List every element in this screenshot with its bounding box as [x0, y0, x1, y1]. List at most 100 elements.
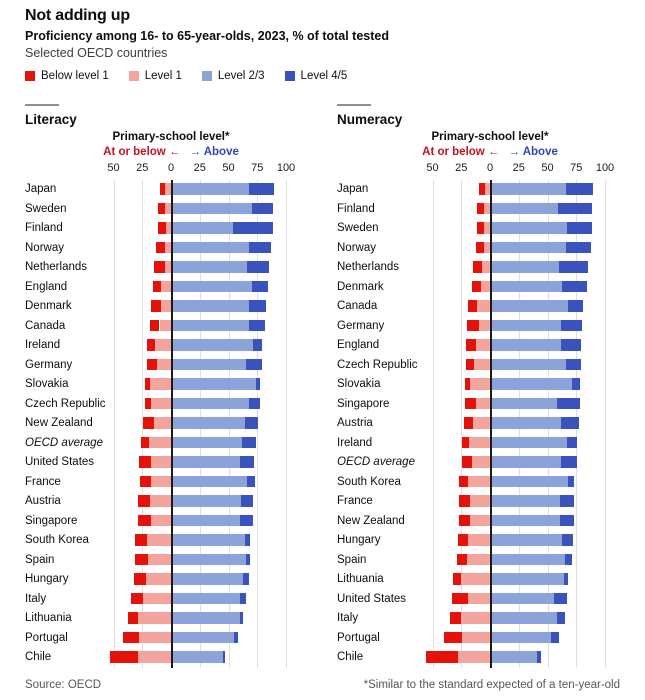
country-label: Hungary [337, 534, 381, 546]
bar-segment-below-level-1 [137, 514, 152, 526]
bar-segment-level-1 [157, 358, 171, 370]
bar-segment-level-4-5 [241, 495, 253, 507]
bar-segment-level-2-3 [171, 222, 234, 234]
bar-segment-level-4-5 [222, 651, 226, 663]
bar-segment-level-2-3 [490, 573, 564, 585]
bar-segment-level-2-3 [490, 631, 551, 643]
bar-row: Finland [25, 219, 290, 238]
bar-segment-below-level-1 [146, 339, 155, 351]
bar-segment-level-4-5 [537, 651, 541, 663]
bar-segment-level-2-3 [490, 436, 568, 448]
bar-segment-level-4-5 [249, 397, 260, 409]
bar-segment-level-1 [151, 475, 171, 487]
axis-tick-label: 75 [251, 162, 264, 174]
bar-row: Lithuania [25, 609, 290, 628]
bar-segment-level-4-5 [562, 534, 573, 546]
country-label: New Zealand [337, 514, 405, 527]
bar-segment-level-2-3 [171, 319, 250, 331]
bar-row: Spain [337, 551, 610, 570]
bar-segment-level-1 [477, 300, 490, 312]
bar-segment-level-4-5 [561, 417, 579, 429]
gridline [432, 180, 434, 668]
bar-segment-below-level-1 [468, 300, 478, 312]
bar-row: Slovakia [337, 375, 610, 394]
legend: Below level 1 Level 1 Level 2/3 Level 4/… [25, 70, 347, 82]
bar-segment-level-1 [160, 300, 171, 312]
bar-row: Slovakia [25, 375, 290, 394]
bar-segment-level-4-5 [556, 612, 565, 624]
bar-segment-level-4-5 [560, 495, 574, 507]
bar-segment-level-4-5 [567, 436, 578, 448]
country-label: Finland [25, 222, 63, 234]
bar-segment-level-1 [470, 495, 490, 507]
bar-segment-level-2-3 [171, 553, 246, 565]
bar-segment-level-2-3 [490, 553, 565, 565]
bar-segment-level-1 [484, 241, 490, 253]
bar-segment-level-4-5 [565, 241, 592, 253]
bar-segment-level-4-5 [567, 222, 593, 234]
literacy-axis-header: Primary-school level* At or below ← → Ab… [103, 104, 295, 180]
bar-row: OECD average [25, 434, 290, 453]
bar-segment-level-1 [457, 651, 490, 663]
source-note: Source: OECD [25, 679, 102, 691]
legend-item-below-level-1: Below level 1 [25, 70, 109, 82]
axis-tick-label: 25 [455, 162, 468, 174]
bar-row: Canada [337, 297, 610, 316]
country-label: Denmark [25, 300, 72, 312]
country-label: Chile [25, 651, 52, 663]
bar-segment-below-level-1 [152, 280, 161, 292]
country-label: Czech Republic [25, 397, 106, 410]
country-label: Singapore [337, 397, 390, 410]
bar-row: Norway [337, 239, 610, 258]
country-label: Denmark [337, 280, 384, 293]
bar-segment-level-4-5 [249, 183, 275, 195]
country-label: Netherlands [25, 261, 88, 273]
bar-segment-level-1 [472, 417, 490, 429]
bar-segment-level-1 [151, 397, 171, 409]
bar-segment-level-1 [154, 339, 171, 351]
legend-swatch-level-4-5 [284, 71, 295, 81]
bar-segment-level-2-3 [171, 456, 240, 468]
bar-segment-below-level-1 [151, 300, 161, 312]
bar-segment-level-4-5 [251, 280, 268, 292]
bar-segment-level-4-5 [554, 592, 568, 604]
country-label: Germany [337, 319, 385, 332]
bar-segment-level-4-5 [240, 514, 253, 526]
bar-segment-level-4-5 [234, 631, 238, 643]
bar-segment-below-level-1 [477, 222, 485, 234]
bar-segment-below-level-1 [471, 280, 481, 292]
bar-row: Spain [25, 551, 290, 570]
axis-tick-label: 50 [541, 162, 554, 174]
bar-row: Ireland [25, 336, 290, 355]
bar-segment-below-level-1 [158, 202, 166, 214]
bar-segment-level-4-5 [251, 202, 274, 214]
bar-row: Germany [25, 356, 290, 375]
bar-row: Japan [337, 180, 610, 199]
bar-segment-level-4-5 [571, 378, 580, 390]
legend-item-level-1: Level 1 [128, 70, 182, 82]
country-label: Portugal [25, 631, 68, 644]
bar-segment-below-level-1 [464, 378, 471, 390]
legend-label: Below level 1 [41, 70, 109, 82]
bar-segment-below-level-1 [463, 417, 473, 429]
bar-segment-level-1 [159, 319, 171, 331]
bar-segment-level-1 [150, 495, 171, 507]
bar-segment-level-4-5 [560, 514, 574, 526]
bar-segment-level-1 [153, 417, 171, 429]
axis-tick-label: 75 [570, 162, 583, 174]
country-label: Austria [25, 495, 61, 507]
country-label: Austria [337, 417, 373, 429]
bar-row: Singapore [337, 395, 610, 414]
bar-segment-below-level-1 [110, 651, 138, 663]
literacy-panel: Literacy Primary-school level* At or bel… [25, 104, 295, 670]
bar-segment-level-1 [473, 358, 490, 370]
legend-label: Level 4/5 [300, 70, 348, 82]
bar-segment-level-2-3 [171, 397, 250, 409]
bar-segment-level-1 [468, 592, 490, 604]
bar-segment-below-level-1 [452, 592, 469, 604]
bar-row: Sweden [337, 219, 610, 238]
bar-segment-level-1 [148, 553, 171, 565]
bar-segment-level-4-5 [246, 475, 255, 487]
bar-segment-level-4-5 [249, 319, 266, 331]
